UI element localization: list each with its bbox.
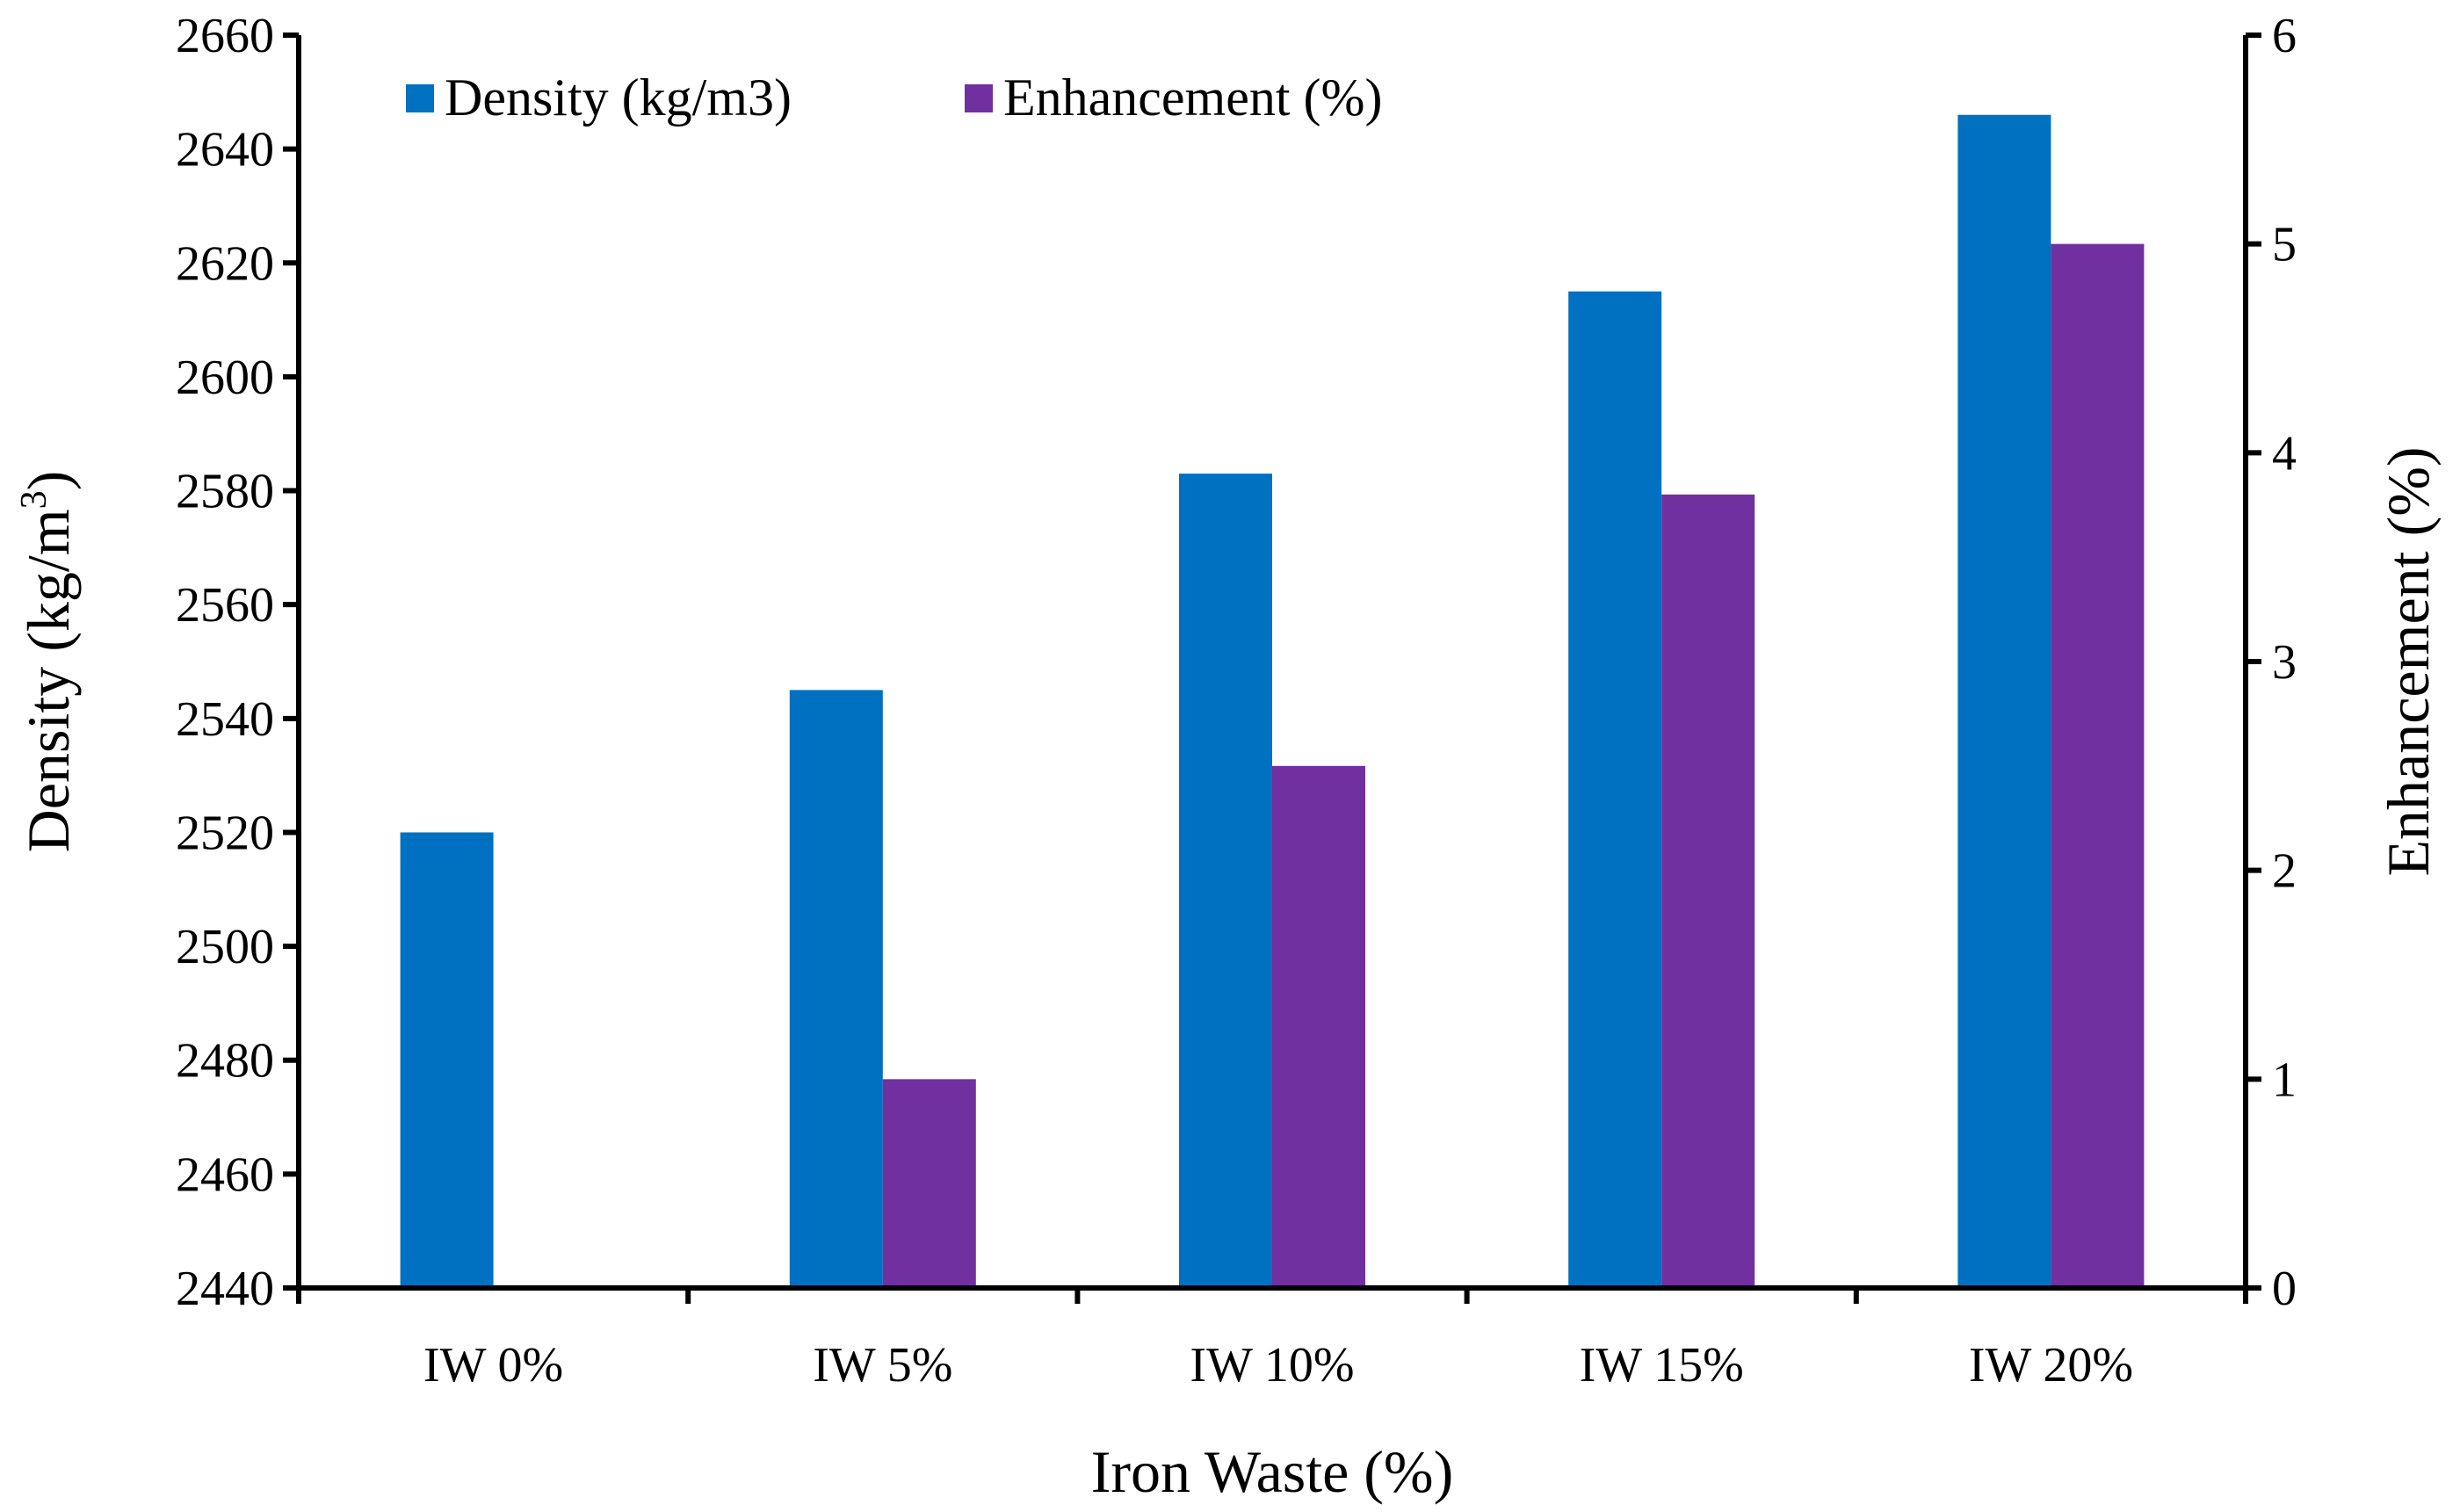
- x-tick-label: IW 0%: [423, 1338, 563, 1393]
- enhancement-bar-iw-5: [882, 1079, 976, 1288]
- right-tick-label: 2: [2272, 844, 2297, 899]
- legend-swatch-density: [406, 84, 434, 112]
- legend-label-enhancement: Enhancement (%): [1003, 69, 1382, 127]
- enhancement-bar-iw-10: [1272, 765, 1365, 1288]
- left-tick-label: 2620: [176, 236, 274, 291]
- left-tick-label: 2520: [176, 806, 274, 860]
- left-tick-label: 2660: [176, 9, 274, 63]
- legend: Density (kg/m3) Enhancement (%): [406, 69, 1382, 127]
- right-tick-label: 4: [2272, 426, 2297, 481]
- density-bar-iw-0: [400, 832, 494, 1288]
- right-tick-label: 6: [2272, 9, 2297, 63]
- bars-layer: [400, 114, 2145, 1289]
- right-tick-label: 5: [2272, 218, 2297, 272]
- x-tick-label: IW 15%: [1580, 1338, 1744, 1393]
- left-tick-label: 2600: [176, 351, 274, 405]
- right-tick-label: 0: [2272, 1262, 2297, 1316]
- legend-swatch-enhancement: [965, 84, 993, 112]
- enhancement-bar-iw-20: [2051, 243, 2145, 1289]
- left-y-axis-title-suffix: ): [15, 471, 82, 491]
- right-tick-label: 3: [2272, 635, 2297, 690]
- left-y-ticks: 2440 2460 2480 2500 2520 2540 2560 2580 2600 2620…: [176, 9, 299, 1316]
- left-tick-label: 2640: [176, 123, 274, 177]
- left-tick-label: 2560: [176, 578, 274, 633]
- x-tick-label: IW 10%: [1190, 1338, 1354, 1393]
- right-y-ticks: 0 1 2 3 4 5 6: [2246, 9, 2297, 1316]
- right-tick-label: 1: [2272, 1053, 2297, 1107]
- density-bar-iw-10: [1179, 474, 1272, 1288]
- left-tick-label: 2500: [176, 920, 274, 974]
- x-tick-label: IW 20%: [1969, 1338, 2133, 1393]
- x-ticks: IW 0% IW 5% IW 10% IW 15% IW 20%: [296, 1288, 2248, 1393]
- density-bar-iw-20: [1957, 114, 2051, 1288]
- right-y-axis-title: Enhancement (%): [2375, 447, 2442, 877]
- density-bar-iw-15: [1568, 291, 1662, 1288]
- left-tick-label: 2540: [176, 692, 274, 747]
- left-y-axis-title-superscript: 3: [14, 490, 54, 509]
- left-tick-label: 2440: [176, 1262, 274, 1316]
- enhancement-bar-iw-15: [1661, 494, 1755, 1288]
- x-tick-label: IW 5%: [813, 1338, 952, 1393]
- legend-label-density: Density (kg/m3): [445, 69, 792, 127]
- left-tick-label: 2580: [176, 465, 274, 519]
- left-y-axis-title: Density (kg/m3): [14, 471, 82, 853]
- x-axis-title: Iron Waste (%): [1091, 1438, 1453, 1505]
- left-tick-label: 2460: [176, 1147, 274, 1202]
- left-y-axis-title-main: Density (kg/m: [15, 509, 82, 852]
- density-bar-iw-5: [789, 690, 883, 1288]
- left-tick-label: 2480: [176, 1034, 274, 1089]
